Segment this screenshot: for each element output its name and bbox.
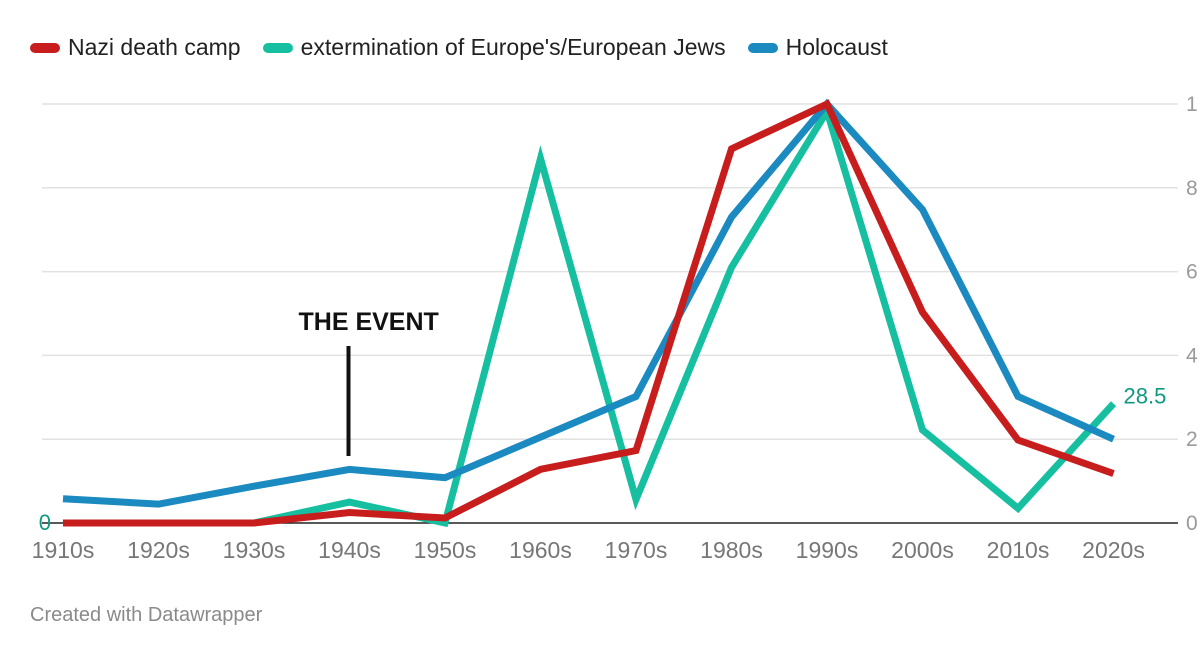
y-tick-label: 2	[1186, 428, 1198, 451]
legend-label: extermination of Europe's/European Jews	[300, 34, 726, 60]
data-label: 28.5	[1124, 384, 1167, 409]
x-tick-label: 1920s	[127, 537, 190, 563]
x-tick-label: 1980s	[700, 537, 763, 563]
x-tick-label: 2020s	[1082, 537, 1145, 563]
series-line-holocaust	[62, 98, 1115, 508]
x-tick-label: 1940s	[318, 537, 381, 563]
legend-swatch	[30, 42, 60, 53]
x-tick-label: 2000s	[891, 537, 954, 563]
legend-item-holocaust: Holocaust	[747, 34, 888, 61]
data-label: 0	[39, 510, 51, 535]
legend-swatch	[262, 42, 293, 53]
y-tick-label: 4	[1186, 344, 1198, 367]
series-line-nazi-death-camp	[63, 99, 1115, 527]
legend-swatch	[747, 42, 778, 53]
legend-label: Holocaust	[785, 34, 888, 60]
legend-item-extermination: extermination of Europe's/European Jews	[262, 34, 726, 61]
y-tick-label: 1	[1186, 93, 1198, 116]
legend-label: Nazi death camp	[68, 34, 241, 60]
annotation-label: THE EVENT	[299, 308, 439, 336]
x-tick-label: 1950s	[414, 537, 477, 563]
y-tick-label: 8	[1186, 177, 1198, 200]
x-tick-label: 1960s	[509, 537, 572, 563]
y-tick-label: 6	[1186, 261, 1198, 284]
legend: Nazi death camp extermination of Europe'…	[30, 34, 910, 61]
x-tick-label: 1970s	[605, 537, 668, 563]
x-tick-label: 1930s	[223, 537, 286, 563]
legend-item-nazi-death-camp: Nazi death camp	[30, 34, 241, 61]
y-tick-label: 0	[1186, 512, 1198, 535]
x-tick-label: 2010s	[987, 537, 1050, 563]
footer-credit: Created with Datawrapper	[30, 604, 263, 626]
x-tick-label: 1910s	[32, 537, 95, 563]
x-tick-label: 1990s	[796, 537, 859, 563]
